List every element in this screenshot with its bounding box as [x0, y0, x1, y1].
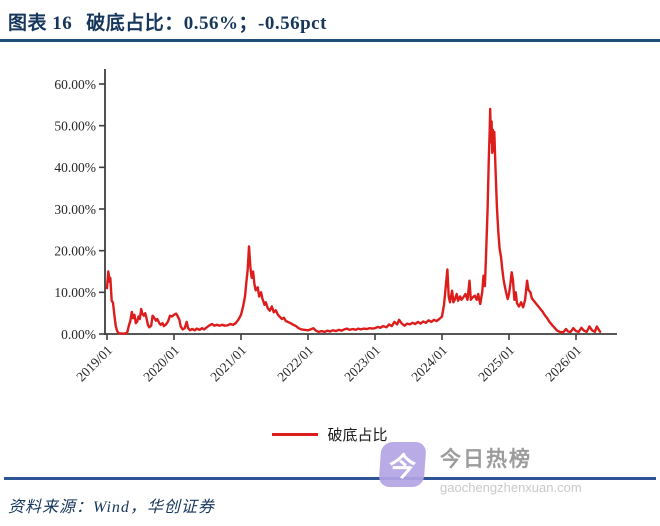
chart-legend: 破底占比: [0, 424, 660, 445]
source-note: 资料来源：Wind，华创证券: [8, 499, 215, 516]
svg-text:2022/01: 2022/01: [274, 343, 316, 385]
svg-text:20.00%: 20.00%: [54, 243, 96, 258]
watermark-app-icon: 今: [378, 442, 427, 487]
svg-text:2019/01: 2019/01: [73, 343, 115, 385]
bottom-divider-rule: [4, 477, 656, 480]
svg-text:60.00%: 60.00%: [54, 77, 96, 92]
watermark: 今 今日热榜 gaochengzhenxuan.com: [378, 442, 582, 495]
svg-text:10.00%: 10.00%: [54, 285, 96, 300]
svg-text:2025/01: 2025/01: [475, 343, 517, 385]
svg-text:2024/01: 2024/01: [408, 343, 450, 385]
figure-label: 图表 16: [8, 13, 73, 34]
watermark-texts: 今日热榜 gaochengzhenxuan.com: [440, 442, 582, 495]
legend-line-swatch: [272, 433, 319, 436]
svg-text:50.00%: 50.00%: [54, 118, 96, 133]
title-divider-rule: [0, 39, 660, 42]
svg-text:2021/01: 2021/01: [207, 343, 249, 385]
svg-text:0.00%: 0.00%: [61, 327, 96, 342]
watermark-title: 今日热榜: [440, 448, 532, 471]
svg-text:2020/01: 2020/01: [140, 343, 182, 385]
svg-text:40.00%: 40.00%: [54, 160, 96, 175]
svg-text:2026/01: 2026/01: [542, 343, 584, 385]
svg-text:30.00%: 30.00%: [54, 202, 96, 217]
line-chart-area: 60.00% 50.00% 40.00% 30.00% 20.00% 10.00% 0.00…: [0, 55, 660, 405]
svg-text:2023/01: 2023/01: [341, 343, 383, 385]
figure-title-text: 破底占比：0.56%；-0.56pct: [86, 13, 327, 34]
watermark-url: gaochengzhenxuan.com: [440, 480, 582, 495]
legend-label: 破底占比: [327, 427, 388, 444]
figure-title: 图表 16 破底占比：0.56%；-0.56pct: [8, 8, 327, 35]
break-bottom-ratio-line-chart: 60.00% 50.00% 40.00% 30.00% 20.00% 10.00% 0.00…: [54, 69, 617, 385]
